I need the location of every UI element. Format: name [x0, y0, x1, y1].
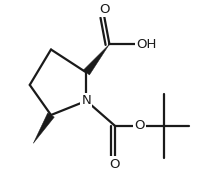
Text: N: N — [81, 94, 91, 107]
Polygon shape — [33, 113, 54, 143]
Text: O: O — [109, 158, 120, 171]
Text: OH: OH — [136, 38, 156, 51]
Polygon shape — [83, 44, 109, 75]
Text: O: O — [134, 119, 145, 132]
Text: O: O — [99, 3, 109, 16]
